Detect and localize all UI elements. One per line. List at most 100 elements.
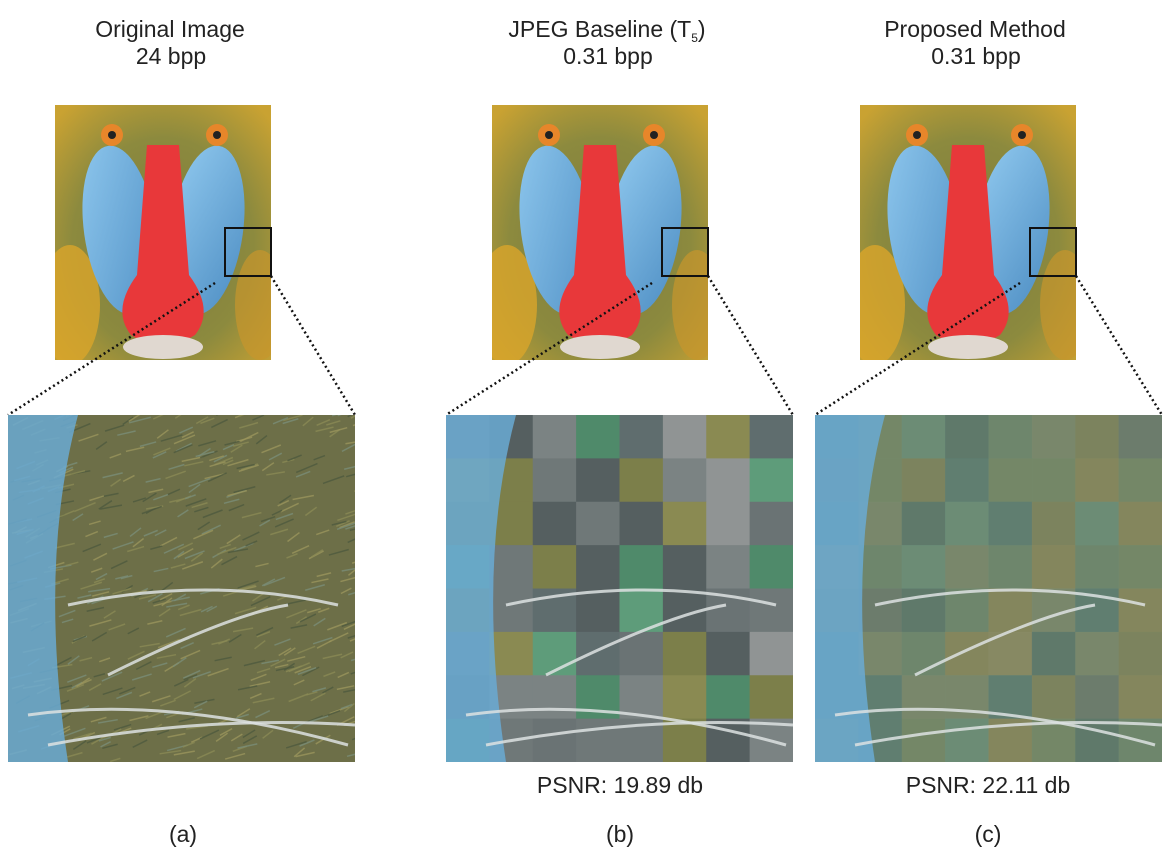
block bbox=[750, 632, 794, 676]
fur-texture bbox=[240, 409, 252, 416]
block bbox=[989, 458, 1033, 502]
block bbox=[945, 589, 989, 633]
source-image bbox=[845, 105, 1090, 365]
block bbox=[706, 632, 750, 676]
block bbox=[902, 458, 946, 502]
bitrate: 0.31 bpp bbox=[931, 43, 1021, 69]
block bbox=[1032, 632, 1076, 676]
block bbox=[706, 675, 750, 719]
block bbox=[902, 545, 946, 589]
fur-texture bbox=[70, 408, 80, 415]
block bbox=[706, 545, 750, 589]
panels: Original Image24 bpp(a)JPEG Baseline (T5… bbox=[8, 16, 1163, 847]
block bbox=[533, 719, 577, 763]
block bbox=[576, 589, 620, 633]
block bbox=[1032, 675, 1076, 719]
bitrate: 0.31 bpp bbox=[563, 43, 653, 69]
panel-title: Proposed Method bbox=[884, 16, 1066, 42]
source-image bbox=[40, 105, 285, 365]
panel-label: (b) bbox=[606, 821, 634, 847]
block bbox=[750, 415, 794, 459]
block bbox=[533, 415, 577, 459]
block bbox=[1075, 719, 1119, 763]
panel-title: Original Image bbox=[95, 16, 245, 42]
block bbox=[902, 502, 946, 546]
panel-label: (c) bbox=[975, 821, 1002, 847]
block bbox=[858, 589, 902, 633]
block bbox=[1032, 415, 1076, 459]
figure: Original Image24 bpp(a)JPEG Baseline (T5… bbox=[0, 0, 1164, 857]
block bbox=[1119, 458, 1163, 502]
block bbox=[576, 719, 620, 763]
block bbox=[945, 458, 989, 502]
source-image bbox=[477, 105, 722, 365]
block bbox=[1075, 502, 1119, 546]
fur-texture bbox=[354, 486, 369, 492]
block bbox=[1075, 675, 1119, 719]
fur-texture bbox=[353, 419, 373, 425]
zoom-connector bbox=[271, 276, 355, 415]
block bbox=[989, 502, 1033, 546]
block bbox=[533, 502, 577, 546]
block bbox=[989, 415, 1033, 459]
block bbox=[706, 458, 750, 502]
panel: JPEG Baseline (T5)0.31 bpp PSNR: 19.89 db… bbox=[446, 16, 794, 847]
block bbox=[1075, 458, 1119, 502]
block bbox=[489, 545, 533, 589]
block bbox=[1119, 675, 1163, 719]
block bbox=[576, 458, 620, 502]
block bbox=[663, 502, 707, 546]
block bbox=[750, 502, 794, 546]
block bbox=[620, 502, 664, 546]
block bbox=[1032, 545, 1076, 589]
title-suffix: ) bbox=[698, 16, 706, 42]
block bbox=[858, 545, 902, 589]
block bbox=[1032, 458, 1076, 502]
block bbox=[750, 458, 794, 502]
block bbox=[620, 415, 664, 459]
psnr: PSNR: 19.89 db bbox=[537, 772, 703, 798]
block bbox=[1032, 502, 1076, 546]
block bbox=[750, 675, 794, 719]
block bbox=[533, 545, 577, 589]
block bbox=[663, 545, 707, 589]
fur-texture bbox=[352, 557, 373, 563]
panel-label: (a) bbox=[169, 821, 197, 847]
block bbox=[1075, 545, 1119, 589]
block bbox=[750, 589, 794, 633]
zoomed-image bbox=[446, 415, 794, 763]
block bbox=[945, 632, 989, 676]
panel-title: JPEG Baseline (T5) bbox=[508, 16, 705, 45]
title-text: JPEG Baseline (T bbox=[508, 16, 691, 42]
block bbox=[902, 415, 946, 459]
block bbox=[576, 502, 620, 546]
block bbox=[989, 545, 1033, 589]
block bbox=[576, 415, 620, 459]
block bbox=[1119, 589, 1163, 633]
psnr: PSNR: 22.11 db bbox=[906, 772, 1071, 798]
block bbox=[533, 458, 577, 502]
block bbox=[576, 545, 620, 589]
block bbox=[706, 415, 750, 459]
block bbox=[489, 632, 533, 676]
panel: Original Image24 bpp(a) bbox=[8, 16, 373, 847]
block bbox=[1119, 502, 1163, 546]
zoomed-image bbox=[8, 407, 373, 762]
block bbox=[902, 675, 946, 719]
block bbox=[663, 415, 707, 459]
block bbox=[663, 675, 707, 719]
block bbox=[706, 719, 750, 763]
block bbox=[902, 719, 946, 763]
block bbox=[945, 502, 989, 546]
fur-texture bbox=[66, 407, 86, 416]
block bbox=[1075, 415, 1119, 459]
block bbox=[1119, 545, 1163, 589]
block bbox=[663, 632, 707, 676]
block bbox=[1119, 415, 1163, 459]
zoom-connector bbox=[1076, 276, 1162, 415]
block bbox=[620, 458, 664, 502]
block bbox=[945, 719, 989, 763]
fur-texture bbox=[338, 411, 352, 416]
block bbox=[620, 545, 664, 589]
